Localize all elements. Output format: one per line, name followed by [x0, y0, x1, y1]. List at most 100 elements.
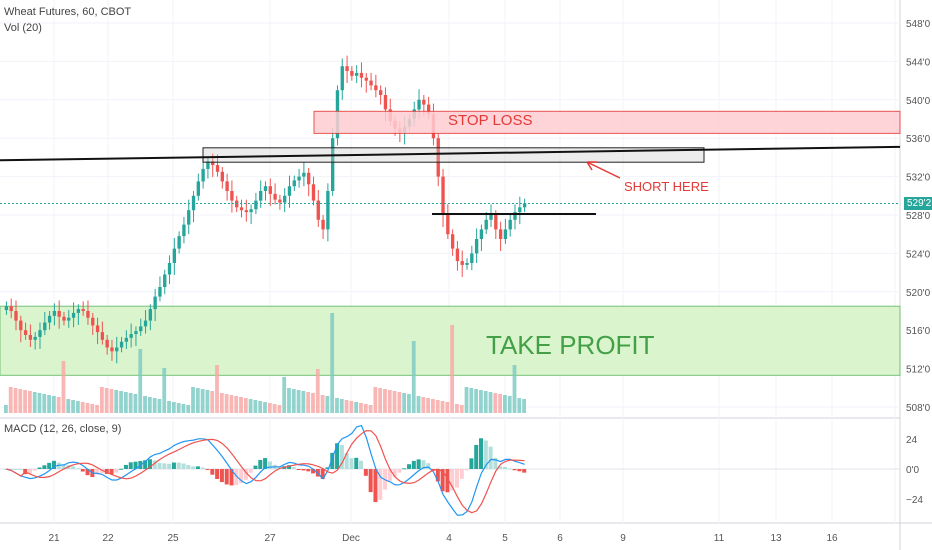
candle-body: [220, 171, 224, 182]
macd-label[interactable]: MACD (12, 26, close, 9): [4, 423, 122, 435]
volume-bar: [61, 361, 66, 413]
macd-histogram-bar: [248, 469, 253, 473]
volume-bar: [253, 400, 258, 413]
volume-bar: [75, 401, 80, 413]
candle-body: [350, 71, 354, 76]
macd-histogram-bar: [200, 467, 205, 469]
candle-body: [460, 261, 464, 265]
candle-body: [211, 161, 215, 166]
candle-body: [14, 311, 18, 321]
macd-histogram-bar: [51, 460, 56, 469]
macd-histogram-bar: [71, 466, 76, 469]
price-axis-label: 548'0: [906, 19, 931, 30]
macd-histogram-bar: [503, 466, 508, 469]
candle-body: [249, 209, 253, 213]
macd-histogram-bar: [488, 446, 493, 469]
volume-bar: [23, 390, 27, 413]
volume-bar: [229, 395, 234, 413]
macd-histogram-bar: [330, 452, 335, 469]
candle-body: [436, 138, 440, 177]
price-axis-label: 532'0: [906, 173, 931, 184]
stop-loss-zone[interactable]: [313, 110, 901, 134]
time-axis-label: 25: [167, 533, 179, 544]
volume-bar: [109, 389, 114, 413]
candle-body: [287, 186, 292, 196]
candle-body: [119, 341, 124, 348]
time-axis-label: Dec: [342, 533, 360, 544]
macd-histogram-bar: [287, 465, 292, 469]
volume-bar: [195, 388, 200, 413]
macd-histogram-bar: [109, 469, 114, 475]
macd-histogram-bar: [455, 469, 460, 488]
candle-body: [115, 347, 119, 352]
price-axis-label: 512'0: [906, 365, 931, 376]
take-profit-zone[interactable]: [0, 305, 901, 376]
macd-histogram-bar: [263, 458, 268, 469]
volume-bar: [479, 390, 483, 413]
symbol-title[interactable]: Wheat Futures, 60, CBOT: [4, 6, 132, 18]
candle-body: [81, 309, 85, 311]
volume-bar: [507, 396, 512, 413]
time-axis-label: 4: [446, 533, 452, 544]
candle-body: [455, 248, 460, 262]
volume-bar: [464, 387, 469, 413]
volume-bar: [469, 388, 474, 413]
volume-bar: [522, 399, 526, 413]
macd-histogram-bar: [306, 469, 311, 472]
macd-histogram-bar: [267, 461, 272, 469]
volume-bar: [47, 395, 51, 413]
volume-bar: [95, 405, 99, 413]
volume-bar: [459, 405, 464, 413]
macd-histogram-bar: [61, 465, 66, 469]
candle-body: [273, 193, 277, 200]
time-axis-label: 21: [48, 533, 60, 544]
candle-body: [359, 72, 364, 78]
volume-bar: [162, 368, 167, 413]
macd-histogram-bar: [335, 443, 340, 469]
volume-bar: [368, 405, 373, 413]
candle-body: [230, 191, 234, 201]
macd-histogram-bar: [186, 465, 191, 469]
candle-body: [494, 215, 498, 230]
volume-bar: [157, 399, 162, 413]
candle-body: [426, 104, 431, 115]
macd-histogram-bar: [397, 469, 402, 473]
volume-bar: [191, 387, 195, 413]
volume-label[interactable]: Vol (20): [4, 22, 42, 34]
macd-histogram-bar: [75, 468, 80, 470]
volume-bar: [186, 405, 191, 413]
volume-bar: [488, 392, 493, 413]
candle-body: [259, 191, 263, 201]
volume-bar: [37, 393, 42, 413]
candle-body: [28, 335, 33, 340]
candle-body: [326, 191, 330, 230]
macd-histogram-bar: [349, 458, 354, 469]
macd-histogram-bar: [104, 469, 109, 474]
volume-bar: [18, 389, 23, 413]
time-axis-label: 13: [770, 533, 782, 544]
candle-body: [498, 229, 503, 239]
macd-histogram-bar: [119, 468, 124, 470]
volume-bar: [440, 401, 445, 413]
candle-body: [378, 90, 383, 95]
time-axis-label: 16: [826, 533, 838, 544]
candle-body: [86, 311, 90, 318]
macd-histogram-bar: [291, 467, 296, 469]
candle-body: [302, 172, 306, 177]
volume-bar: [114, 390, 119, 413]
macd-axis-label: 24: [906, 435, 918, 446]
time-axis-label: 9: [620, 533, 626, 544]
macd-histogram-bar: [344, 453, 349, 469]
volume-bar: [392, 391, 397, 413]
candle-body: [33, 336, 37, 340]
time-axis-label: 5: [502, 533, 508, 544]
macd-histogram-bar: [296, 469, 301, 470]
macd-histogram-bar: [147, 459, 152, 469]
candle-body: [340, 66, 344, 91]
macd-histogram-bar: [354, 457, 359, 469]
trend-line[interactable]: [0, 145, 901, 162]
macd-histogram-bar: [95, 469, 100, 475]
macd-axis-label: −24: [906, 495, 923, 506]
macd-histogram-bar: [42, 465, 47, 469]
